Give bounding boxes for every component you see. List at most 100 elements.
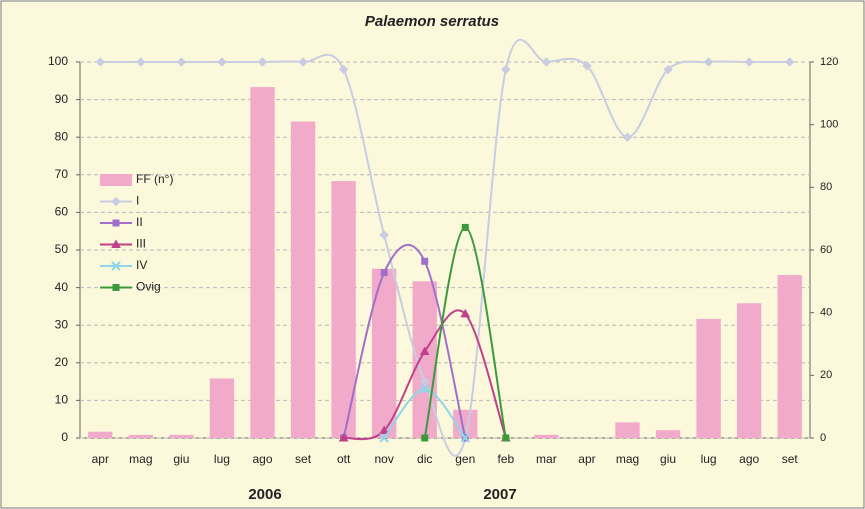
x-tick-label: apr [578,452,595,466]
y-tick-label: 0 [61,430,68,444]
y-tick-label: 10 [55,393,69,407]
marker [419,346,430,356]
x-tick-label: mag [616,452,639,466]
y2-tick-label: 40 [820,307,832,319]
y-tick-label: 50 [55,242,69,256]
marker [298,57,308,67]
marker [217,57,227,67]
bar [615,422,640,438]
series-line [421,223,510,442]
x-tick-label: giu [173,452,189,466]
chart-title: Palaemon serratus [365,13,499,30]
bar [696,318,721,438]
line [100,38,790,457]
legend-item: I [100,194,139,208]
year-label: 2007 [483,486,516,503]
y2-tick-label: 60 [820,244,832,256]
marker [420,376,430,387]
marker [622,132,633,142]
legend-label: I [136,194,139,208]
line [342,243,467,439]
bar [290,121,316,439]
bar [372,268,397,438]
y2-tick-label: 100 [820,119,838,131]
marker [379,433,389,443]
marker [744,57,754,67]
marker [502,434,510,442]
y-tick-label: 30 [55,317,69,331]
legend-item: III [100,237,146,251]
x-tick-label: gen [455,452,475,466]
y-tick-label: 90 [55,92,69,106]
bar [655,430,681,438]
marker [380,269,388,277]
legend-label: IV [136,258,147,272]
marker [582,61,592,71]
x-tick-label: dic [417,452,432,466]
bar [534,434,559,438]
bar [169,434,194,438]
bar [777,275,802,438]
x-tick-label: lug [701,452,717,466]
y-tick-label: 80 [55,129,69,143]
y2-tick-label: 0 [820,432,826,444]
legend-item: FF (n°) [100,172,173,186]
x-tick-label: set [782,452,799,466]
x-tick-label: mar [536,452,557,466]
legend-marker [111,261,121,271]
legend-marker [112,284,120,291]
marker [460,433,470,443]
y-tick-label: 40 [55,280,69,294]
marker [663,64,673,75]
marker [176,57,187,67]
series-line [379,384,470,443]
legend-marker [111,196,121,207]
marker [420,384,430,394]
year-label: 2006 [248,486,281,503]
legend-label: III [136,237,146,251]
marker [501,64,511,75]
legend-item: II [100,215,143,229]
marker [421,434,429,442]
bar [88,431,113,438]
marker [785,57,795,67]
marker [338,64,349,75]
legend-marker [111,239,121,248]
marker [338,432,349,442]
legend-label: II [136,215,143,229]
legend-item: Ovig [100,280,161,294]
y2-tick-label: 80 [820,181,832,193]
marker [703,57,714,67]
legend-label: Ovig [136,280,161,294]
marker [421,257,429,265]
x-tick-label: lug [214,452,230,466]
y2-tick-label: 20 [820,369,832,381]
legend-marker [112,219,120,227]
series-line [95,38,795,457]
bar [737,303,762,438]
x-tick-label: set [295,452,312,466]
y-tick-label: 100 [48,54,68,68]
y-tick-label: 20 [55,355,69,369]
bar [331,181,356,439]
bar [209,378,235,438]
grid [80,61,810,439]
y2-tick-label: 120 [820,56,838,68]
x-tick-label: ago [739,452,759,466]
marker [379,425,390,434]
marker [541,57,552,67]
x-tick-label: ago [252,452,272,466]
legend-item: IV [100,258,147,272]
x-tick-label: feb [497,452,514,466]
legend-swatch [100,174,132,186]
marker [136,57,146,67]
y-tick-label: 70 [55,167,69,181]
line [343,309,507,441]
marker [461,223,469,231]
y-tick-label: 60 [55,205,69,219]
x-tick-label: nov [374,452,393,466]
x-tick-label: giu [660,452,676,466]
legend-label: FF (n°) [136,172,173,186]
